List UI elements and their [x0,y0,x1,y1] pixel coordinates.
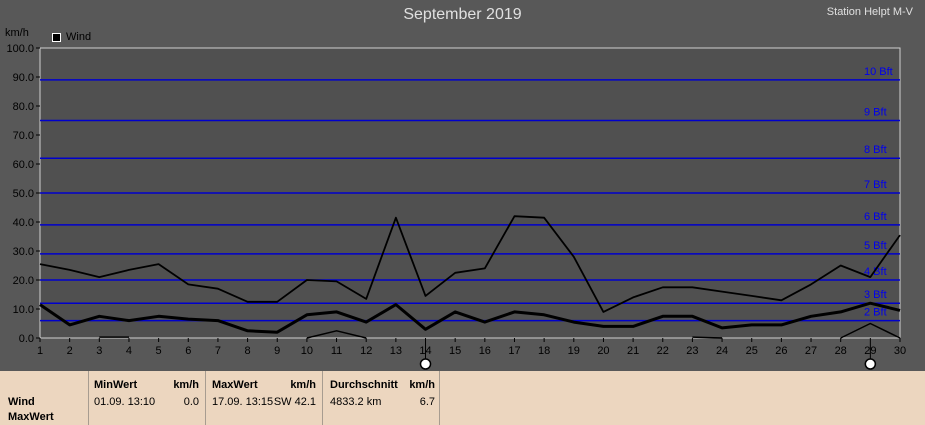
beaufort-label: 8 Bft [864,144,887,156]
day-marker-icon [419,358,432,370]
beaufort-label: 7 Bft [864,179,887,191]
beaufort-label: 9 Bft [864,107,887,119]
y-tick-label: 80.0 [13,101,34,113]
x-tick-label: 22 [657,345,669,357]
y-unit-label: km/h [5,27,29,39]
x-axis: 1 2 3 4 5 6 7 8 9 10 11 12 13 14 15 16 17 18 19 20 21 22 23 24 2… [37,338,906,357]
x-tick-label: 20 [597,345,609,357]
max-date: 17.09. 13:15 [212,396,274,408]
x-tick-label: 24 [716,345,728,357]
y-tick-label: 20.0 [13,275,34,287]
x-tick-label: 5 [156,345,162,357]
y-tick-label: 10.0 [13,304,34,316]
series-line-wind [39,301,901,334]
station-name: Station Helpt M-V [826,6,913,18]
y-tick-label: 40.0 [13,217,34,229]
day-marker-icon [864,358,877,370]
series-line-series-3 [840,322,901,339]
min-header: MinWert [94,379,138,391]
avg-value: 6.7 [419,396,435,408]
x-tick-label: 21 [627,345,639,357]
x-tick-label: 23 [686,345,698,357]
beaufort-label: 5 Bft [864,240,887,252]
max-header: MaxWert [212,379,258,391]
x-tick-label: 4 [126,345,132,357]
min-unit: km/h [173,379,199,391]
beaufort-label: 2 Bft [864,307,887,319]
y-tick-label: 60.0 [13,159,34,171]
x-tick-label: 6 [185,345,191,357]
x-tick-label: 2 [67,345,73,357]
x-tick-label: 1 [37,345,43,357]
min-date: 01.09. 13:10 [94,396,156,408]
x-tick-label: 10 [301,345,313,357]
x-tick-label: 30 [894,345,906,357]
series-lines [39,215,901,339]
min-value: 0.0 [183,396,199,408]
row-label-wind: Wind [8,396,35,408]
x-tick-label: 3 [96,345,102,357]
x-tick-label: 9 [274,345,280,357]
day-markers [419,342,877,370]
beaufort-lines: 2 Bft 3 Bft 4 Bft 5 Bft 6 Bft 7 Bft 8 Bft 9 Bft… [40,66,900,322]
y-tick-label: 0.0 [19,333,34,345]
row-label-maxwert: MaxWert [8,411,54,423]
x-tick-label: 17 [508,345,520,357]
beaufort-label: 6 Bft [864,211,887,223]
y-tick-label: 90.0 [13,72,34,84]
chart-title: September 2019 [403,6,522,23]
stats-max-col: MaxWert km/h 17.09. 13:15 SW 42.1 [206,371,323,425]
x-tick-label: 19 [568,345,580,357]
y-tick-label: 70.0 [13,130,34,142]
legend-swatch [52,32,61,42]
x-tick-label: 11 [331,345,342,357]
x-tick-label: 18 [538,345,550,357]
max-unit: km/h [290,379,316,391]
wind-chart: km/h 0.010.020.030.040.050.060.070.080.0… [5,27,906,370]
series-line-series-3 [692,336,723,339]
x-tick-label: 15 [449,345,461,357]
x-tick-label: 13 [390,345,402,357]
avg-unit: km/h [409,379,435,391]
x-tick-label: 27 [805,345,817,357]
beaufort-label: 3 Bft [864,289,887,301]
y-tick-label: 30.0 [13,246,34,258]
y-axis: 0.0 10.0 20.0 30.0 40.0 50.0 60.0 70.0 80.0 90.0 1… [6,43,40,345]
series-line-maxwert [39,215,901,313]
x-tick-label: 7 [215,345,221,357]
x-tick-label: 16 [479,345,491,357]
avg-header: Durchschnitt [330,379,398,391]
stats-panel: Wind MaxWert MinWert km/h 01.09. 13:10 0… [0,371,925,425]
x-tick-label: 8 [245,345,251,357]
x-tick-label: 28 [835,345,847,357]
x-tick-label: 12 [360,345,372,357]
max-dir-value: SW 42.1 [273,396,316,408]
x-tick-label: 26 [775,345,787,357]
beaufort-label: 4 Bft [864,266,887,278]
y-tick-label: 50.0 [13,188,34,200]
stats-avg-col: Durchschnitt km/h 4833.2 km 6.7 [323,371,440,425]
avg-distance: 4833.2 km [330,396,382,408]
series-line-series-3 [306,330,367,339]
y-tick-label: 100.0 [6,43,34,55]
x-tick-label: 25 [746,345,758,357]
stats-row-labels: Wind MaxWert [0,371,89,425]
beaufort-label: 10 Bft [864,66,893,78]
legend-label: Wind [66,31,92,43]
stats-min-col: MinWert km/h 01.09. 13:10 0.0 [89,371,206,425]
legend: Wind [52,31,91,43]
